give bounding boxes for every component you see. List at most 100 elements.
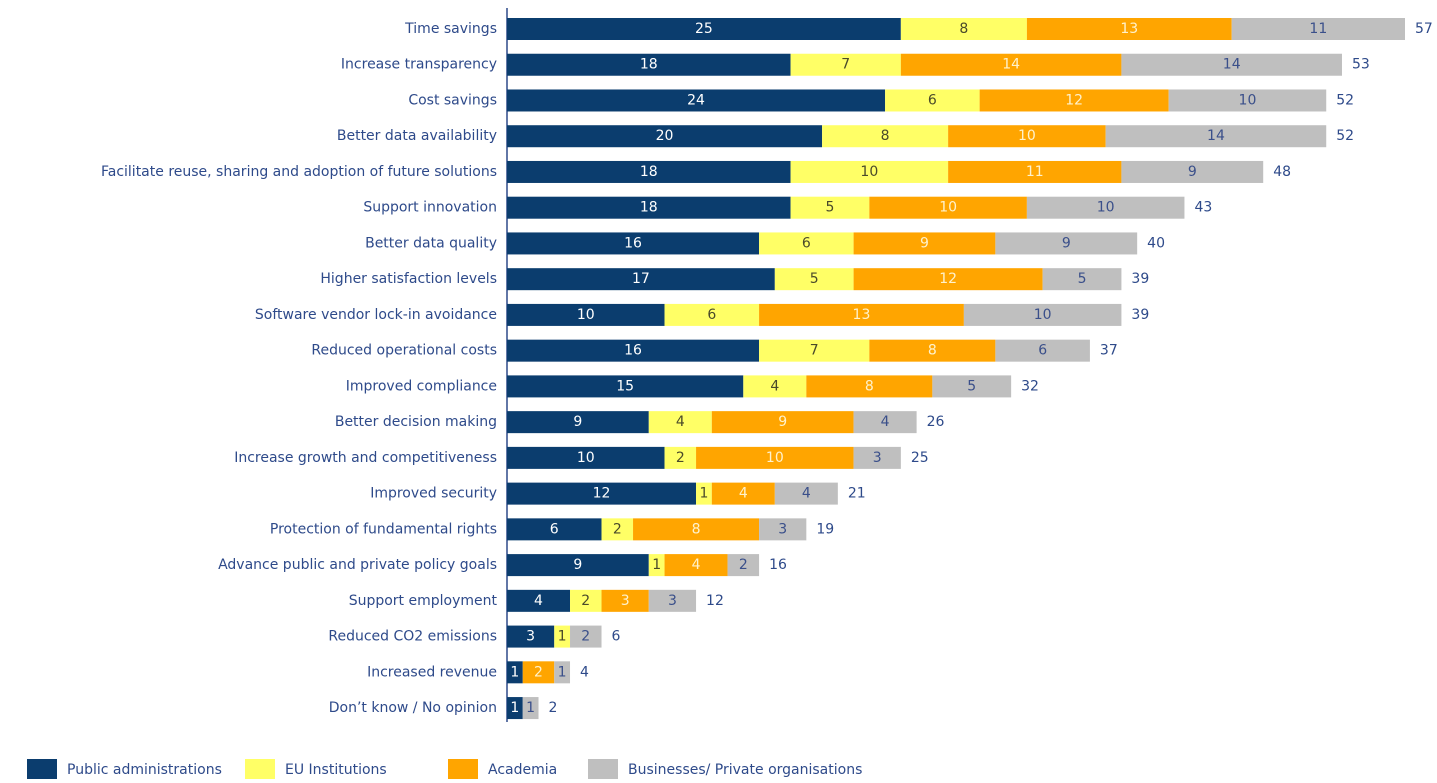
value-label: 4 — [881, 414, 890, 430]
value-label: 1 — [526, 700, 535, 716]
value-label: 25 — [695, 21, 713, 37]
bar-segment — [507, 375, 744, 398]
category-label: Improved security — [370, 486, 497, 502]
total-label: 39 — [1131, 271, 1149, 287]
value-label: 5 — [1078, 271, 1087, 287]
bar-segment — [507, 697, 523, 720]
value-label: 10 — [1018, 128, 1036, 144]
value-label: 4 — [802, 486, 811, 502]
total-label: 16 — [769, 557, 787, 573]
value-label: 10 — [1034, 307, 1052, 323]
total-label: 32 — [1021, 378, 1039, 394]
bar-segment — [507, 411, 649, 434]
value-label: 2 — [534, 664, 543, 680]
total-label: 26 — [927, 414, 945, 430]
category-label: Facilitate reuse, sharing and adoption o… — [101, 164, 497, 180]
bar-segment — [554, 661, 571, 684]
value-label: 1 — [652, 557, 661, 573]
value-label: 10 — [1097, 200, 1115, 216]
bar-segment — [869, 196, 1027, 219]
value-label: 20 — [656, 128, 674, 144]
category-label: Don’t know / No opinion — [329, 700, 497, 716]
bar-segment — [979, 89, 1169, 112]
bar-segment — [759, 232, 854, 255]
bar-segment — [507, 339, 760, 362]
bar-segment — [664, 446, 697, 469]
value-label: 24 — [687, 92, 705, 108]
value-label: 9 — [778, 414, 787, 430]
value-label: 13 — [853, 307, 871, 323]
bar-segment — [507, 160, 791, 183]
bar-segment — [696, 446, 854, 469]
bar-segment — [995, 339, 1090, 362]
bar-segment — [853, 446, 901, 469]
total-label: 39 — [1131, 307, 1149, 323]
category-label: Increase transparency — [341, 57, 497, 73]
value-label: 4 — [692, 557, 701, 573]
total-label: 2 — [549, 700, 558, 716]
bar-segment — [696, 482, 712, 505]
value-label: 11 — [1309, 21, 1327, 37]
value-label: 8 — [692, 521, 701, 537]
bar-segment — [948, 160, 1122, 183]
value-label: 5 — [826, 200, 835, 216]
bar-segment — [507, 625, 555, 648]
bar-segment — [507, 89, 886, 112]
value-label: 9 — [920, 235, 929, 251]
value-label: 8 — [881, 128, 890, 144]
bar-segment — [900, 53, 1122, 76]
value-label: 13 — [1120, 21, 1138, 37]
value-label: 18 — [640, 57, 658, 73]
value-label: 5 — [810, 271, 819, 287]
value-label: 12 — [1065, 92, 1083, 108]
value-label: 1 — [558, 664, 567, 680]
value-label: 6 — [928, 92, 937, 108]
legend-swatch — [27, 759, 57, 779]
value-label: 4 — [676, 414, 685, 430]
bar-segment — [570, 625, 602, 648]
bar-segment — [507, 125, 823, 148]
legend-swatch — [588, 759, 618, 779]
category-label: Time savings — [404, 21, 497, 37]
category-label: Support employment — [349, 593, 498, 609]
value-label: 7 — [841, 57, 850, 73]
bar-segment — [853, 411, 917, 434]
bar-segment — [1231, 18, 1405, 40]
bar-segment — [648, 411, 712, 434]
value-label: 9 — [1188, 164, 1197, 180]
bar-segment — [1026, 18, 1232, 40]
value-label: 14 — [1207, 128, 1225, 144]
value-label: 9 — [573, 557, 582, 573]
value-label: 2 — [613, 521, 622, 537]
category-label: Advance public and private policy goals — [218, 557, 497, 573]
bar-segment — [948, 125, 1106, 148]
category-label: Higher satisfaction levels — [320, 271, 497, 287]
value-label: 3 — [668, 593, 677, 609]
bar-segment — [522, 697, 539, 720]
total-label: 48 — [1273, 164, 1291, 180]
category-label: Improved compliance — [346, 378, 497, 394]
legend-label: Public administrations — [67, 762, 222, 778]
bar-segment — [869, 339, 996, 362]
bar-segment — [1105, 125, 1327, 148]
value-label: 3 — [778, 521, 787, 537]
value-label: 4 — [770, 378, 779, 394]
value-label: 6 — [550, 521, 559, 537]
value-label: 10 — [766, 450, 784, 466]
value-label: 8 — [865, 378, 874, 394]
bar-segment — [507, 196, 791, 219]
value-label: 2 — [581, 593, 590, 609]
bar-segment — [885, 89, 980, 112]
bar-segment — [759, 303, 964, 326]
bar-segment — [648, 554, 665, 577]
bar-segment — [774, 482, 838, 505]
value-label: 8 — [959, 21, 968, 37]
category-label: Better decision making — [335, 414, 497, 430]
value-label: 2 — [581, 629, 590, 645]
bar-segment — [507, 232, 760, 255]
bar-segment — [932, 375, 1012, 398]
bar-segment — [664, 554, 728, 577]
bar-segment — [507, 554, 649, 577]
bar-segment — [507, 482, 697, 505]
bar-segment — [633, 518, 760, 541]
